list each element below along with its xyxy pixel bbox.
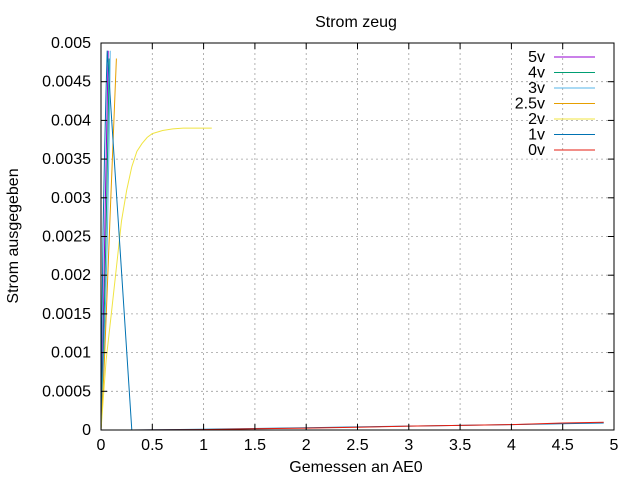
legend-label: 0v bbox=[528, 142, 545, 159]
x-tick-label: 4.5 bbox=[552, 437, 574, 454]
series-line-3v bbox=[100, 50, 111, 431]
y-tick-label: 0.0025 bbox=[42, 229, 91, 246]
chart-title: Strom zeug bbox=[315, 14, 397, 31]
x-tick-label: 3.5 bbox=[449, 437, 471, 454]
y-tick-label: 0.004 bbox=[51, 112, 91, 129]
x-tick-label: 2.5 bbox=[346, 437, 368, 454]
x-tick-label: 1.5 bbox=[244, 437, 266, 454]
x-tick-label: 5 bbox=[610, 437, 619, 454]
x-tick-label: 3 bbox=[404, 437, 413, 454]
y-tick-label: 0.0005 bbox=[42, 383, 91, 400]
legend-label: 3v bbox=[528, 80, 545, 97]
series-line-2-5v bbox=[100, 58, 117, 431]
x-tick-label: 2 bbox=[302, 437, 311, 454]
series-line-4v bbox=[100, 58, 110, 431]
ticks: 0 0.5 1 1.5 2 2.5 3 3.5 4 4.5 5 0 0.0005 0.001 0.0015 0… bbox=[42, 35, 618, 454]
legend-label: 2.5v bbox=[515, 96, 545, 113]
x-tick-label: 0.5 bbox=[141, 437, 163, 454]
legend-label: 2v bbox=[528, 111, 545, 128]
y-tick-label: 0.003 bbox=[51, 190, 91, 207]
x-tick-label: 0 bbox=[97, 437, 106, 454]
y-tick-label: 0 bbox=[82, 422, 91, 439]
series-line-2v bbox=[100, 127, 212, 431]
y-tick-label: 0.0035 bbox=[42, 151, 91, 168]
y-tick-label: 0.005 bbox=[51, 35, 91, 52]
series-line-0v bbox=[131, 421, 604, 431]
y-tick-label: 0.002 bbox=[51, 267, 91, 284]
y-tick-label: 0.0015 bbox=[42, 306, 91, 323]
legend-label: 4v bbox=[528, 65, 545, 82]
x-axis-label: Gemessen an AE0 bbox=[289, 459, 423, 476]
y-tick-label: 0.0045 bbox=[42, 74, 91, 91]
x-tick-label: 4 bbox=[507, 437, 516, 454]
y-tick-label: 0.001 bbox=[51, 345, 91, 362]
grid bbox=[101, 43, 614, 430]
y-axis-label: Strom ausgegeben bbox=[5, 168, 22, 303]
legend-label: 5v bbox=[528, 49, 545, 66]
x-tick-label: 1 bbox=[199, 437, 208, 454]
legend-label: 1v bbox=[528, 127, 545, 144]
